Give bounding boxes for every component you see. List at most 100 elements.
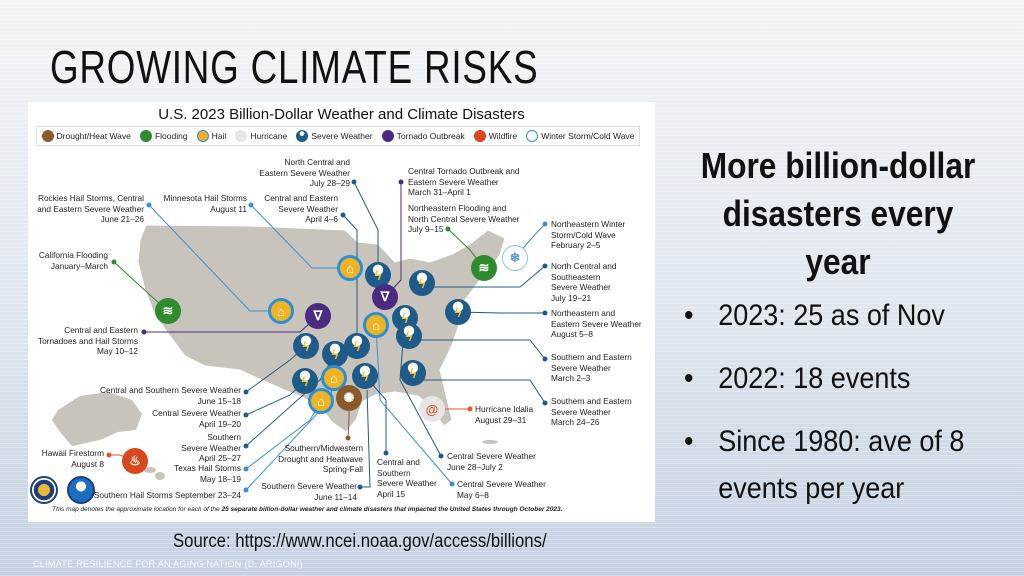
leader-dot: [542, 263, 548, 269]
label-line: April 4–6: [305, 214, 338, 224]
leader-line: [342, 214, 358, 346]
label-line: Southern: [207, 432, 241, 442]
label-line: North Central and: [284, 157, 351, 167]
label-line: August 5–8: [551, 329, 593, 339]
label-line: Eastern Severe Weather: [551, 318, 642, 329]
disaster-label: California Flooding January–March: [39, 250, 108, 271]
label-line: Central and Eastern: [64, 325, 138, 335]
label-line: Southern and Eastern: [551, 396, 632, 406]
legend-item-winter: Winter Storm/Cold Wave: [526, 130, 634, 142]
leader-line: [413, 379, 546, 404]
label-line: Central Severe Weather: [447, 451, 536, 461]
footnote-bold-text: 25 separate billion-dollar weather and c…: [221, 506, 563, 513]
hurricane-icon: [235, 130, 248, 142]
disaster-label: Texas Hail Storms May 18–19: [174, 463, 241, 484]
leader-dot: [141, 329, 147, 335]
leader-dot: [542, 400, 548, 406]
severe-icon: ϟ: [409, 270, 435, 296]
label-line: Spring-Fall: [322, 464, 363, 474]
label-line: March 24–26: [551, 417, 600, 427]
label-line: Southern: [377, 467, 411, 478]
label-line: Hurricane Idalia: [475, 404, 534, 414]
leader-dot: [345, 435, 351, 441]
legend-label: Winter Storm/Cold Wave: [541, 131, 635, 141]
legend-label: Drought/Heat Wave: [56, 131, 131, 141]
label-line: Southern Hail Storms September 23–24: [93, 490, 241, 500]
leader-dot: [340, 212, 346, 218]
leader-dot: [449, 481, 455, 487]
leader-line: [422, 265, 546, 288]
severe-icon: ϟ: [400, 360, 426, 386]
disaster-label: Northeastern Flooding and North Central S…: [408, 203, 519, 235]
leader-dot: [467, 406, 473, 412]
disaster-label: Central Severe Weather June 28–July 2: [447, 451, 536, 472]
map-footnote: This map denotes the approximate locatio…: [52, 506, 562, 513]
disaster-label: Southern Severe Weather April 25–27: [181, 432, 241, 464]
label-line: Hawaii Firestorm: [41, 448, 104, 458]
label-line: Central and: [377, 457, 420, 467]
heading-line: More billion-dollar: [700, 145, 976, 186]
label-line: Eastern Severe Weather: [259, 167, 350, 178]
tornado-icon: [381, 130, 394, 142]
legend-item-flooding: Flooding: [139, 130, 188, 142]
leader-dot: [243, 487, 249, 493]
heading-line: disasters every: [722, 193, 954, 234]
leader-dot: [248, 202, 254, 208]
commerce-logo: [30, 476, 58, 504]
disaster-label: Central and Southern Severe Weather April 1…: [377, 457, 437, 499]
legend-label: Hurricane: [250, 131, 288, 141]
hail-icon: ⌂: [363, 312, 389, 338]
label-line: January–March: [50, 260, 108, 271]
leader-dot: [542, 310, 548, 316]
disaster-label: Hawaii Firestorm August 8: [42, 448, 104, 469]
label-line: August 11: [210, 203, 247, 214]
flooding-icon: [139, 130, 152, 142]
leader-line: [457, 311, 545, 314]
label-line: and Eastern Severe Weather: [37, 203, 144, 214]
disaster-label: Central and Southern Severe Weather June …: [100, 385, 241, 406]
label-line: Southeastern: [551, 271, 601, 282]
label-line: Northeastern and: [551, 308, 616, 318]
disaster-label: Central Severe Weather May 6–8: [457, 479, 546, 500]
leader-line: [360, 389, 371, 488]
label-line: North Central and: [551, 261, 617, 271]
label-line: Tornadoes and Hail Storms: [37, 335, 138, 346]
label-line: Northeastern Flooding and: [408, 203, 507, 213]
label-line: March 31–April 1: [408, 187, 471, 197]
flooding-icon: ≋: [155, 298, 181, 324]
label-line: California Flooding: [38, 250, 108, 260]
leader-dot: [146, 202, 152, 208]
leader-dot: [243, 443, 249, 449]
label-line: April 25–27: [199, 453, 241, 463]
severe-icon: ϟ: [344, 333, 370, 359]
legend-label: Wildfire: [488, 131, 518, 141]
label-line: North Central Severe Weather: [408, 213, 520, 224]
disaster-label: Hurricane Idalia August 29–31: [475, 404, 533, 425]
disaster-label: Minnesota Hail Storms August 11: [164, 193, 247, 214]
label-line: Severe Weather: [551, 406, 611, 417]
leader-dot: [351, 179, 357, 185]
disaster-label: Southern Severe Weather June 11–14: [261, 481, 357, 502]
label-line: July 9–15: [408, 224, 444, 234]
bullet-2022: 2022: 18 events: [684, 355, 990, 402]
drought-icon: ✺: [336, 385, 362, 411]
label-line: Minnesota Hail Storms: [163, 193, 247, 203]
leader-dot: [398, 179, 404, 185]
label-line: June 21–26: [100, 214, 144, 224]
label-line: May 10–12: [96, 346, 138, 356]
label-line: June 28–July 2: [447, 461, 503, 472]
leader-dot: [243, 412, 249, 418]
leader-dot: [243, 389, 249, 395]
label-line: March 2–3: [551, 373, 591, 383]
label-line: Texas Hail Storms: [174, 463, 241, 473]
severe-icon: ϟ: [352, 363, 378, 389]
disaster-label: North Central and Eastern Severe Weather J…: [259, 157, 350, 189]
label-line: Drought and Heatwave: [278, 453, 363, 464]
label-line: July 19–21: [551, 292, 592, 303]
leader-dot: [542, 356, 548, 362]
legend-label: Hail: [211, 131, 227, 141]
leader-dot: [243, 466, 249, 472]
leader-line: [353, 181, 379, 275]
wildfire-icon: [473, 130, 486, 142]
legend-item-tornado: Tornado Outbreak: [381, 130, 465, 142]
